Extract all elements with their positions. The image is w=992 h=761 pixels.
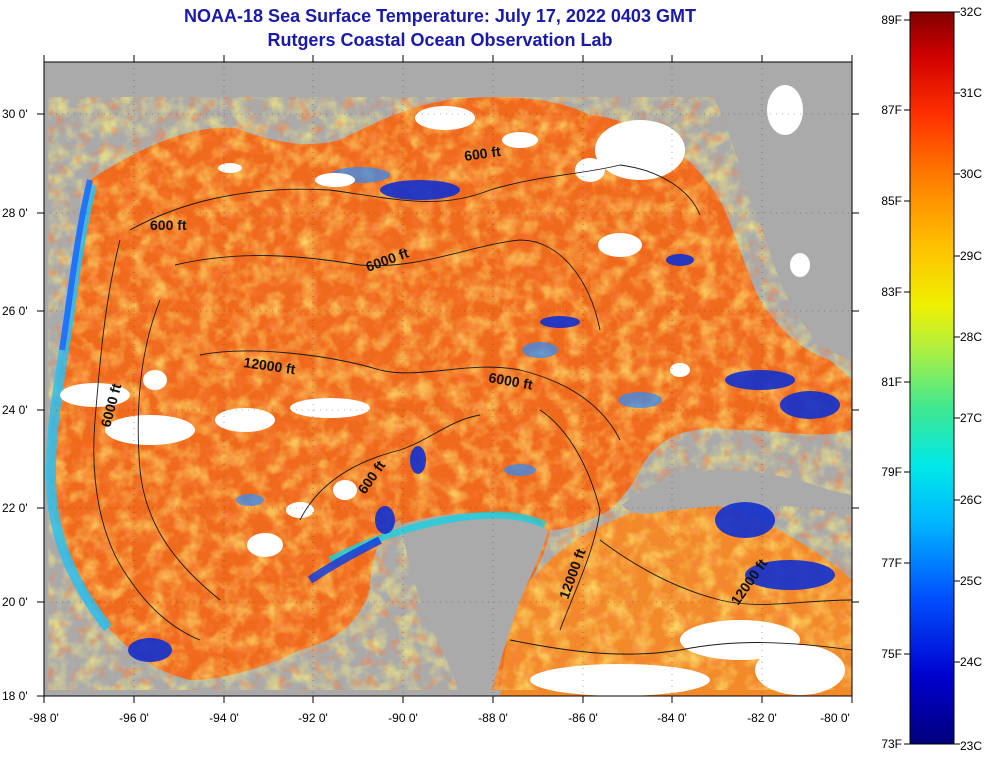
bathymetry-contours [93, 164, 852, 655]
lon-label: -82 0' [747, 711, 777, 725]
lat-label: 26 0' [2, 304, 28, 318]
latitude-labels: 18 0' 20 0' 22 0' 24 0' 26 0' 28 0' 30 0… [2, 107, 28, 703]
axis-ticks [37, 55, 859, 703]
colorbar-c-label: 28C [960, 330, 982, 344]
lon-label: -86 0' [568, 711, 598, 725]
colorbar-gradient [909, 11, 955, 745]
yucatan-peninsula [400, 513, 548, 696]
cuba-island [622, 470, 852, 515]
map-plot-area: 600 ft 6000 ft 12000 ft 6000 ft 600 ft 6… [44, 62, 852, 696]
contour-label: 12000 ft [243, 354, 297, 377]
lat-label: 22 0' [2, 501, 28, 515]
lon-label: -84 0' [657, 711, 687, 725]
colorbar-f-label: 75F [881, 647, 902, 661]
lon-label: -92 0' [298, 711, 328, 725]
contour-label: 6000 ft [487, 369, 534, 393]
colorbar-f-label: 85F [881, 194, 902, 208]
longitude-labels: -98 0' -96 0' -94 0' -92 0' -90 0' -88 0… [29, 711, 850, 725]
temperature-colorbar: 89F 87F 85F 83F 81F 79F 77F 75F 73F 32C … [881, 5, 982, 753]
colorbar-c-label: 25C [960, 574, 982, 588]
colorbar-f-label: 81F [881, 375, 902, 389]
lat-label: 20 0' [2, 595, 28, 609]
colorbar-c-label: 31C [960, 86, 982, 100]
lat-label: 24 0' [2, 403, 28, 417]
plot-frame [43, 61, 853, 697]
lon-label: -94 0' [209, 711, 239, 725]
cloud-cover [60, 85, 845, 696]
contour-label: 600 ft [463, 143, 502, 164]
colorbar-c-label: 29C [960, 249, 982, 263]
colorbar-c-label: 27C [960, 411, 982, 425]
contour-label: 600 ft [150, 217, 187, 233]
cold-water-patches [128, 180, 840, 662]
colorbar-c-label: 30C [960, 167, 982, 181]
lon-label: -96 0' [119, 711, 149, 725]
lon-label: -90 0' [388, 711, 418, 725]
map-title: NOAA-18 Sea Surface Temperature: July 17… [184, 6, 696, 26]
colorbar-c-label: 32C [960, 5, 982, 19]
lat-label: 28 0' [2, 206, 28, 220]
colorbar-c-label: 26C [960, 493, 982, 507]
colorbar-f-label: 87F [881, 103, 902, 117]
colorbar-f-label: 83F [881, 285, 902, 299]
colorbar-f-label: 73F [881, 737, 902, 751]
lat-label: 18 0' [2, 689, 28, 703]
colorbar-c-label: 24C [960, 655, 982, 669]
colorbar-c-label: 23C [960, 739, 982, 753]
map-subtitle: Rutgers Coastal Ocean Observation Lab [267, 30, 613, 50]
lon-label: -80 0' [820, 711, 850, 725]
colorbar-f-label: 89F [881, 13, 902, 27]
lon-label: -88 0' [478, 711, 508, 725]
lat-label: 30 0' [2, 107, 28, 121]
lon-label: -98 0' [29, 711, 59, 725]
colorbar-f-label: 79F [881, 465, 902, 479]
colorbar-f-label: 77F [881, 556, 902, 570]
florida-peninsula [715, 62, 852, 360]
lat-lon-grid [44, 62, 852, 696]
